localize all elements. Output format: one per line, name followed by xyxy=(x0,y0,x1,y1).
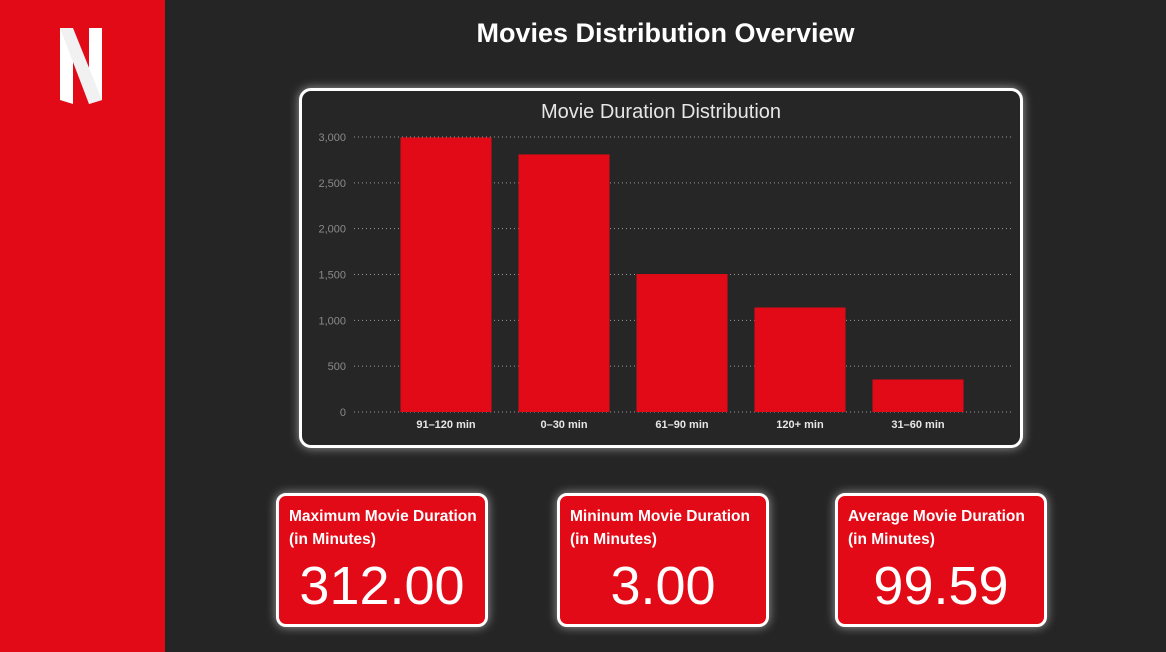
kpi-card-minimum-duration: Mininum Movie Duration (in Minutes) 3.00 xyxy=(557,493,769,627)
y-tick-label: 1,000 xyxy=(318,315,346,327)
netflix-logo-icon xyxy=(58,28,104,104)
y-tick-label: 0 xyxy=(340,407,346,419)
bar xyxy=(755,308,846,413)
kpi-card-average-duration: Average Movie Duration (in Minutes) 99.5… xyxy=(835,493,1047,627)
x-tick-label: 61–90 min xyxy=(655,419,708,431)
bar xyxy=(519,154,610,412)
kpi-label: Maximum Movie Duration (in Minutes) xyxy=(289,505,485,551)
kpi-value: 99.59 xyxy=(838,554,1044,618)
x-tick-label: 31–60 min xyxy=(891,419,944,431)
x-tick-label: 120+ min xyxy=(776,419,824,431)
page-title: Movies Distribution Overview xyxy=(165,18,1166,49)
kpi-label: Mininum Movie Duration (in Minutes) xyxy=(570,505,766,551)
kpi-value: 312.00 xyxy=(279,554,485,618)
y-tick-label: 2,500 xyxy=(318,178,346,190)
y-tick-label: 1,500 xyxy=(318,270,346,282)
kpi-value: 3.00 xyxy=(560,554,766,618)
bar xyxy=(873,379,964,412)
kpi-card-maximum-duration: Maximum Movie Duration (in Minutes) 312.… xyxy=(276,493,488,627)
x-tick-label: 0–30 min xyxy=(540,419,587,431)
x-tick-label: 91–120 min xyxy=(416,419,476,431)
bar xyxy=(637,274,728,412)
y-tick-label: 500 xyxy=(328,361,346,373)
y-tick-label: 3,000 xyxy=(318,132,346,144)
chart-card: Movie Duration Distribution 0 500 1,000 1,5… xyxy=(299,88,1023,448)
kpi-label: Average Movie Duration (in Minutes) xyxy=(848,505,1044,551)
y-tick-label: 2,000 xyxy=(318,224,346,236)
bar xyxy=(401,137,492,412)
sidebar xyxy=(0,0,165,652)
bar-chart: 0 500 1,000 1,500 2,000 2,500 3,000 91–120 min 0… xyxy=(302,91,1020,445)
